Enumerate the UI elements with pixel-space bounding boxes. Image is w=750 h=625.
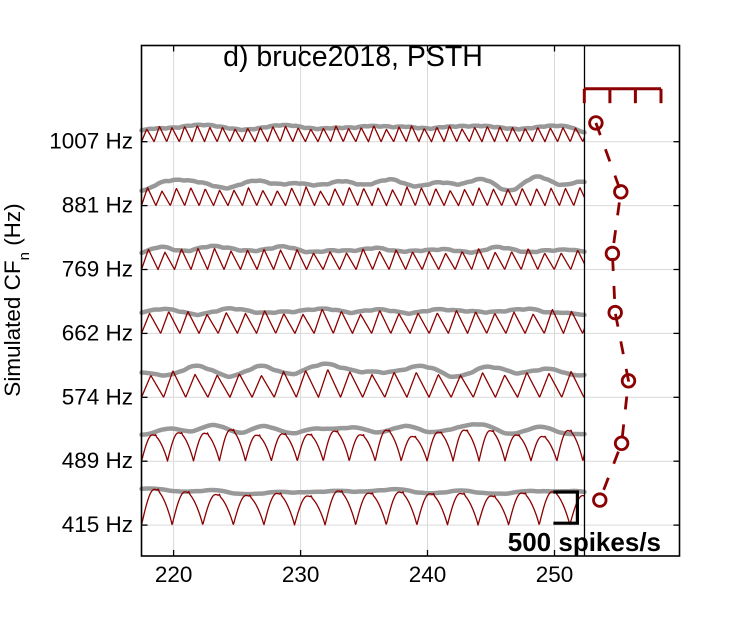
svg-text:662 Hz: 662 Hz (62, 320, 133, 345)
svg-text:489 Hz: 489 Hz (62, 448, 133, 473)
svg-text:769 Hz: 769 Hz (62, 257, 133, 282)
svg-text:250: 250 (536, 562, 574, 587)
svg-text:230: 230 (282, 562, 320, 587)
svg-text:881 Hz: 881 Hz (62, 193, 133, 218)
svg-text:d) bruce2018, PSTH: d) bruce2018, PSTH (223, 41, 483, 73)
svg-text:415 Hz: 415 Hz (62, 512, 133, 537)
svg-text:500 spikes/s: 500 spikes/s (508, 527, 661, 557)
svg-text:220: 220 (155, 562, 193, 587)
svg-text:240: 240 (409, 562, 447, 587)
svg-text:1007 Hz: 1007 Hz (49, 129, 133, 154)
svg-text:574 Hz: 574 Hz (62, 384, 133, 409)
